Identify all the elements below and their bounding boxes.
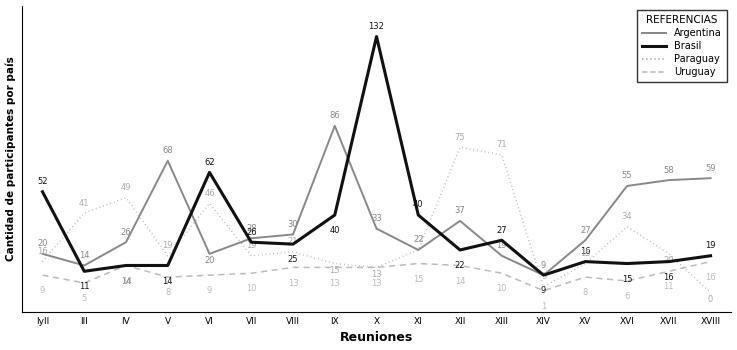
Text: 34: 34 — [622, 212, 632, 221]
Text: 22: 22 — [413, 236, 424, 244]
Text: 62: 62 — [204, 158, 214, 167]
Text: 19: 19 — [162, 241, 173, 250]
Text: 40: 40 — [329, 226, 340, 235]
Text: 15: 15 — [329, 266, 340, 275]
Text: 5: 5 — [82, 294, 87, 303]
Text: 21: 21 — [287, 237, 298, 246]
Text: 13: 13 — [371, 270, 382, 279]
Text: 15: 15 — [413, 275, 424, 284]
Text: 16: 16 — [580, 247, 590, 256]
Text: 19: 19 — [497, 241, 507, 250]
Text: 71: 71 — [497, 140, 507, 149]
Text: 14: 14 — [162, 276, 173, 286]
Text: 1: 1 — [541, 302, 546, 311]
Text: 25: 25 — [287, 255, 298, 264]
Text: 13: 13 — [287, 279, 298, 288]
Text: 27: 27 — [497, 226, 507, 235]
Y-axis label: Cantidad de participantes por país: Cantidad de participantes por país — [6, 56, 16, 261]
Text: 11: 11 — [79, 282, 89, 292]
Text: 9: 9 — [541, 261, 546, 270]
Text: 26: 26 — [246, 228, 256, 237]
Text: 6: 6 — [624, 292, 629, 301]
Text: 14: 14 — [121, 276, 131, 286]
Text: 41: 41 — [79, 198, 89, 208]
Text: 9: 9 — [207, 286, 212, 295]
Text: 9: 9 — [541, 286, 546, 295]
Text: 13: 13 — [329, 279, 340, 288]
Text: 40: 40 — [413, 201, 424, 210]
Text: 22: 22 — [455, 261, 465, 270]
Text: 11: 11 — [663, 282, 674, 292]
Text: 75: 75 — [455, 133, 465, 142]
Text: 20: 20 — [38, 239, 48, 248]
Text: 3: 3 — [541, 272, 546, 281]
Text: 19: 19 — [246, 241, 256, 250]
Text: 16: 16 — [705, 273, 716, 282]
Text: 8: 8 — [583, 288, 588, 297]
Text: 14: 14 — [79, 251, 89, 260]
Text: 132: 132 — [368, 22, 385, 31]
Text: 0: 0 — [708, 295, 713, 304]
Text: 16: 16 — [37, 247, 48, 256]
Text: 10: 10 — [246, 284, 256, 293]
Text: 20: 20 — [663, 256, 674, 265]
Text: 15: 15 — [580, 249, 590, 258]
Text: 68: 68 — [162, 146, 173, 155]
Text: 27: 27 — [580, 226, 590, 235]
Text: 20: 20 — [204, 256, 214, 265]
Text: 9: 9 — [40, 286, 45, 295]
Text: 15: 15 — [622, 275, 632, 284]
Text: 33: 33 — [371, 214, 382, 223]
Text: 10: 10 — [497, 284, 507, 293]
Text: 28: 28 — [246, 224, 256, 233]
Text: 37: 37 — [455, 206, 465, 215]
Text: 13: 13 — [371, 279, 382, 288]
Text: 46: 46 — [204, 189, 214, 198]
Text: 30: 30 — [287, 220, 298, 229]
Text: 86: 86 — [329, 111, 340, 120]
Text: 52: 52 — [38, 177, 48, 186]
Text: 58: 58 — [663, 166, 674, 175]
Text: 49: 49 — [121, 183, 131, 192]
Text: 14: 14 — [455, 276, 465, 286]
Text: 26: 26 — [121, 228, 131, 237]
Text: 8: 8 — [165, 288, 170, 297]
Text: 14: 14 — [121, 276, 131, 286]
X-axis label: Reuniones: Reuniones — [340, 331, 413, 344]
Text: 16: 16 — [663, 273, 674, 282]
Text: 55: 55 — [622, 172, 632, 180]
Text: 19: 19 — [705, 241, 716, 250]
Text: 22: 22 — [413, 236, 424, 244]
Legend: Argentina, Brasil, Paraguay, Uruguay: Argentina, Brasil, Paraguay, Uruguay — [637, 10, 727, 82]
Text: 59: 59 — [705, 164, 716, 173]
